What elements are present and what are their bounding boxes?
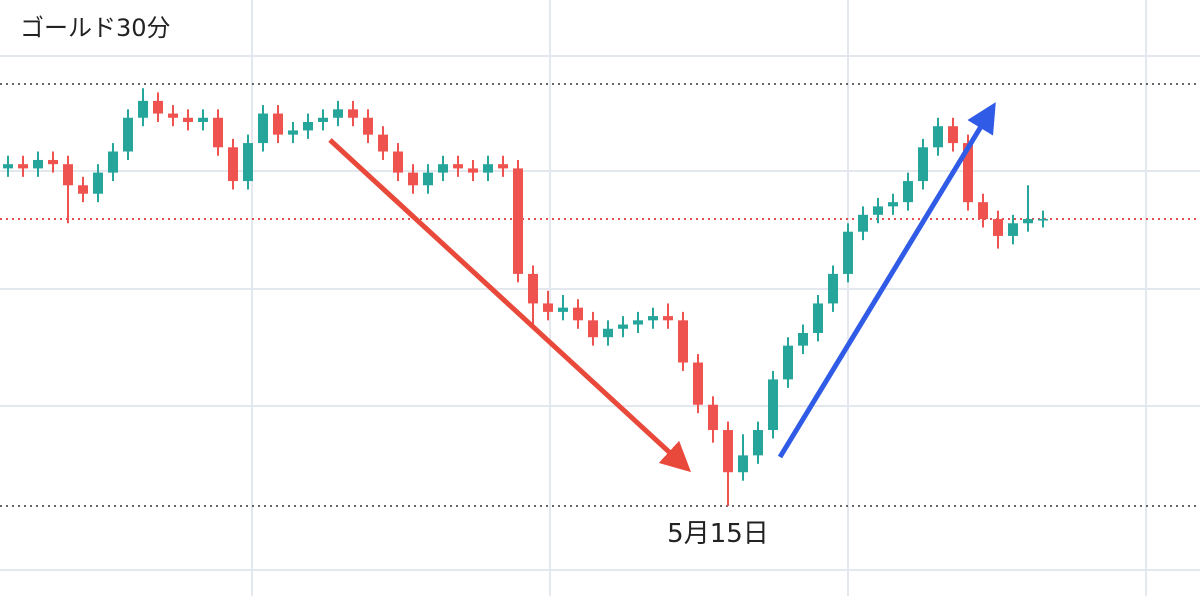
candle-body [633, 320, 643, 325]
candle-body [288, 130, 298, 135]
down-arrow [328, 138, 692, 473]
candle-body [138, 100, 148, 118]
candle-body [1008, 223, 1018, 236]
candle-body [48, 159, 58, 165]
candle-body [528, 273, 538, 304]
candle-body [753, 430, 763, 456]
up-arrow [777, 102, 996, 459]
candle-body [813, 303, 823, 333]
candle-body [798, 332, 808, 346]
candle-body [93, 172, 103, 194]
candle-body [78, 185, 88, 194]
candle-body [153, 100, 163, 114]
candle-body [183, 117, 193, 122]
candle-body [168, 113, 178, 118]
candle-body [213, 117, 223, 148]
candle-body [393, 151, 403, 173]
candle-body [783, 345, 793, 380]
candle-body [663, 316, 673, 321]
candle-body [243, 143, 253, 182]
candle-body [423, 172, 433, 186]
candle-body [483, 164, 493, 173]
candle-body [678, 320, 688, 363]
candle-body [228, 147, 238, 182]
chart-title: ゴールド30分 [20, 14, 171, 42]
candle-body [558, 307, 568, 312]
candle-body [708, 404, 718, 431]
candle-body [588, 320, 598, 338]
candle-body [198, 117, 208, 122]
candle-body [948, 126, 958, 144]
candle-body [978, 202, 988, 220]
candle-body [603, 328, 613, 338]
candle-body [918, 147, 928, 182]
candle-body [318, 117, 328, 122]
candle-body [258, 113, 268, 144]
candle-body [738, 455, 748, 473]
candle-body [903, 181, 913, 203]
candle-body [1038, 219, 1048, 221]
date-label: 5月15日 [667, 519, 769, 549]
title-bg [8, 6, 198, 46]
candle-body [468, 168, 478, 173]
candle-body [108, 151, 118, 173]
date-bg [652, 512, 782, 552]
candle-body [513, 168, 523, 274]
candle-body [303, 121, 313, 131]
candle-body [873, 206, 883, 215]
candle-body [858, 214, 868, 232]
candle-body [843, 231, 853, 274]
candle-body [768, 379, 778, 431]
candle-body [933, 126, 943, 148]
candle-body [573, 307, 583, 321]
candle-body [333, 109, 343, 118]
candle-body [693, 362, 703, 405]
candle-body [273, 113, 283, 135]
candle-body [63, 164, 73, 186]
candle-body [888, 202, 898, 207]
candle-body [18, 164, 28, 169]
candle-body [348, 109, 358, 118]
candle-body [723, 430, 733, 473]
candle-body [33, 159, 43, 169]
candle-body [543, 303, 553, 312]
candle-body [648, 316, 658, 321]
candle-body [453, 164, 463, 169]
price-lines [0, 83, 1200, 507]
candle-body [1023, 219, 1033, 224]
candle-body [408, 172, 418, 186]
candle-body [378, 134, 388, 152]
candle-body [123, 117, 133, 152]
candle-body [963, 143, 973, 203]
candle-body [498, 164, 508, 169]
candle-body [438, 164, 448, 173]
candle-body [828, 273, 838, 304]
candle-body [3, 164, 13, 169]
candle-body [618, 324, 628, 329]
candle-body [993, 219, 1003, 236]
candles [3, 88, 1048, 506]
candle-body [363, 117, 373, 135]
